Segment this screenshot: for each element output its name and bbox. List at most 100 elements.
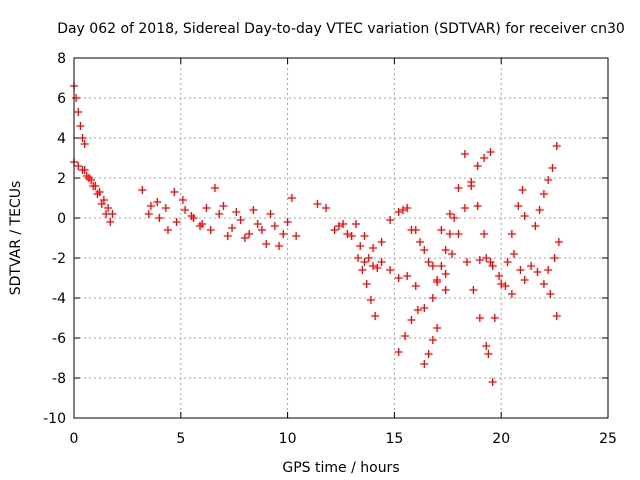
grid-lines [74,58,608,418]
data-point [411,226,420,234]
data-point [386,216,395,224]
x-tick-label: 0 [70,431,79,447]
data-point [544,176,553,184]
data-point [437,226,446,234]
data-point [386,266,395,274]
data-point [488,262,497,270]
x-axis-label: GPS time / hours [282,460,399,476]
data-point [469,286,478,294]
data-point [202,204,211,212]
data-point [486,258,495,266]
data-point [356,242,365,250]
data-point [480,230,489,238]
data-point [554,238,563,246]
y-tick-label: -8 [52,371,66,387]
data-point [428,262,437,270]
data-point [460,150,469,158]
y-tick-label: 0 [57,211,66,227]
data-point [450,214,459,222]
x-tick-label: 10 [279,431,297,447]
data-point [507,290,516,298]
data-point [480,154,489,162]
data-point [501,282,510,290]
data-point [343,230,352,238]
data-point [366,296,375,304]
data-point [170,188,179,196]
data-point [420,304,429,312]
data-point [351,220,360,228]
data-point [279,230,288,238]
data-point [413,306,422,314]
data-point [172,218,181,226]
data-point [97,200,106,208]
data-point [548,164,557,172]
data-point [433,324,442,332]
data-point [232,208,241,216]
series-arc-r [460,150,495,266]
data-point [411,282,420,290]
data-point [189,214,198,222]
series-arc-q [441,148,495,278]
data-point [275,242,284,250]
data-point [80,140,89,148]
data-point [371,312,380,320]
data-point [448,250,457,258]
data-point [266,210,275,218]
y-tick-label: -10 [43,411,66,427]
data-point [514,202,523,210]
data-point [441,286,450,294]
data-point [544,266,553,274]
data-point [484,350,493,358]
data-point [454,184,463,192]
data-point [347,232,356,240]
data-point [369,262,378,270]
y-tick-label: -2 [52,251,66,267]
data-point [495,272,504,280]
data-point [433,278,442,286]
data-point [552,142,561,150]
data-point [181,206,190,214]
data-point [520,276,529,284]
data-point [454,230,463,238]
series-arc-c [80,166,115,226]
y-tick-label: 4 [57,131,66,147]
data-point [377,238,386,246]
data-point [210,184,219,192]
y-tick-label: -6 [52,331,66,347]
series-arc-e [144,188,205,230]
data-point [287,194,296,202]
data-point [401,332,410,340]
data-point [503,258,512,266]
data-point [76,122,85,130]
data-point [394,274,403,282]
data-point [473,202,482,210]
data-point [403,272,412,280]
x-tick-label: 15 [385,431,403,447]
data-point [292,232,301,240]
series-arc-p [428,184,463,302]
plot-frame [73,57,609,419]
data-point [420,246,429,254]
series-arc-g [206,206,301,250]
data-point [249,206,258,214]
x-tick-label: 5 [176,431,185,447]
data-point [364,254,373,262]
series-arc-n [411,210,454,270]
data-point [369,244,378,252]
data-point [473,162,482,170]
data-point [394,348,403,356]
data-point [486,148,495,156]
series-arc-d [138,186,207,234]
data-point [527,262,536,270]
data-point [146,202,155,210]
data-point [322,204,331,212]
series-arc-a [70,82,89,148]
series-arc-s [463,258,497,386]
data-point [467,178,476,186]
x-tick-label: 20 [492,431,510,447]
data-point [262,240,271,248]
data-point [507,230,516,238]
y-tick-label: 6 [57,91,66,107]
data-point [72,94,81,102]
data-point [196,222,205,230]
